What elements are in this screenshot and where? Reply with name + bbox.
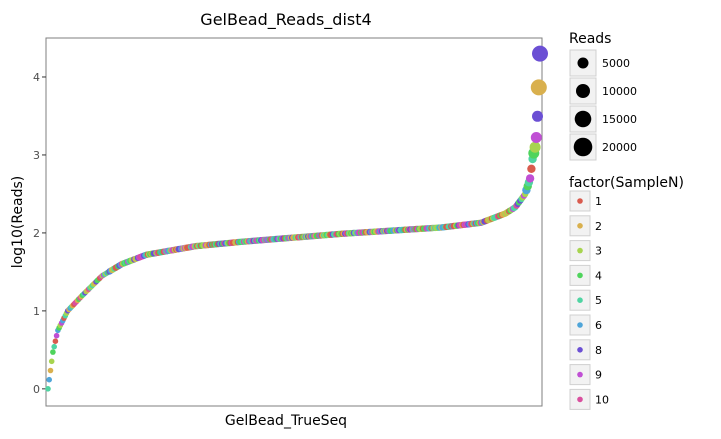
color-legend-label: 5	[595, 294, 602, 307]
size-legend-key	[569, 105, 597, 133]
size-legend: Reads 5000 10000 15000 20000	[569, 31, 637, 161]
color-legend-title: factor(SampleN)	[569, 175, 684, 191]
data-point	[525, 174, 535, 183]
size-legend-label: 20000	[602, 141, 637, 154]
y-axis-label: log10(Reads)	[10, 176, 26, 269]
data-point	[532, 110, 543, 122]
size-legend-dot	[576, 84, 590, 98]
color-legend-dot	[577, 322, 583, 328]
plot-panel	[45, 37, 543, 407]
x-axis-label: GelBead_TrueSeq	[225, 413, 347, 429]
color-legend-dot	[577, 223, 583, 229]
data-point	[530, 132, 542, 143]
color-legend-label: 10	[595, 393, 609, 406]
color-legend-dot	[577, 297, 583, 304]
color-legend-label: 3	[595, 245, 602, 258]
size-legend-label: 5000	[602, 57, 630, 70]
size-legend-dot	[574, 110, 592, 128]
data-point	[45, 386, 51, 392]
size-legend-label: 15000	[602, 113, 637, 126]
color-legend-label: 1	[595, 195, 602, 208]
color-legend-label: 6	[595, 319, 602, 332]
y-axis: 0 1 2 3 4	[33, 71, 46, 396]
y-tick-label: 3	[33, 149, 40, 162]
data-points	[45, 45, 548, 392]
size-legend-title: Reads	[569, 31, 611, 47]
color-legend-dot	[577, 347, 583, 353]
data-point	[527, 164, 536, 173]
data-point	[51, 343, 57, 350]
data-point	[46, 376, 52, 383]
color-legend-dot	[577, 198, 583, 204]
chart-title: GelBead_Reads_dist4	[200, 10, 371, 30]
color-legend-label: 9	[595, 369, 602, 382]
color-legend-dot	[577, 272, 583, 279]
color-legend: factor(SampleN) 1 2 3 4 5 6 8 9 10	[569, 175, 684, 410]
data-point	[50, 349, 56, 355]
color-legend-dot	[577, 396, 583, 403]
data-point	[530, 79, 547, 96]
color-legend-label: 8	[595, 344, 602, 357]
data-point	[48, 358, 55, 365]
y-tick-label: 1	[33, 305, 40, 318]
data-point	[529, 141, 541, 153]
data-point	[47, 367, 54, 374]
color-legend-dot	[577, 371, 583, 378]
data-point	[52, 338, 59, 345]
color-legend-label: 2	[595, 220, 602, 233]
color-legend-label: 4	[595, 269, 602, 282]
size-legend-label: 10000	[602, 85, 637, 98]
y-tick-label: 0	[33, 383, 40, 396]
data-point	[532, 45, 548, 62]
data-point	[53, 332, 60, 339]
size-legend-dot	[573, 137, 593, 157]
y-tick-label: 4	[33, 71, 40, 84]
color-legend-dot	[577, 247, 583, 254]
y-tick-label: 2	[33, 227, 40, 240]
size-legend-dot	[577, 57, 589, 69]
